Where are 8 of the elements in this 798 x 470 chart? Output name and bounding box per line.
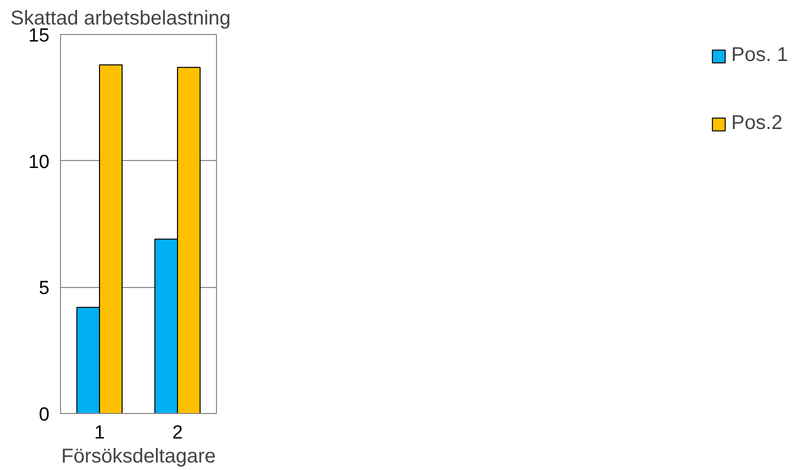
x-tick-label: 1 [94, 422, 105, 444]
y-tick-label: 10 [28, 152, 50, 173]
x-axis-title: Försöksdeltagare [61, 446, 216, 468]
y-tick-label: 0 [38, 404, 50, 426]
legend-label: Pos.2 [731, 112, 782, 135]
y-tick-label: 5 [38, 278, 50, 300]
legend-label: Pos. 1 [731, 44, 788, 67]
x-tick-label: 2 [172, 422, 183, 444]
